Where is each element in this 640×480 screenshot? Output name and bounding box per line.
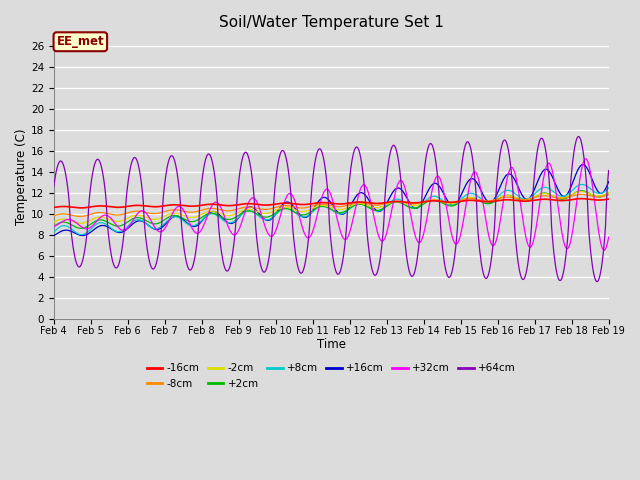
X-axis label: Time: Time (317, 338, 346, 351)
Text: EE_met: EE_met (56, 35, 104, 48)
Legend: -16cm, -8cm, -2cm, +2cm, +8cm, +16cm, +32cm, +64cm: -16cm, -8cm, -2cm, +2cm, +8cm, +16cm, +3… (143, 360, 520, 393)
Title: Soil/Water Temperature Set 1: Soil/Water Temperature Set 1 (219, 15, 444, 30)
Y-axis label: Temperature (C): Temperature (C) (15, 129, 28, 225)
